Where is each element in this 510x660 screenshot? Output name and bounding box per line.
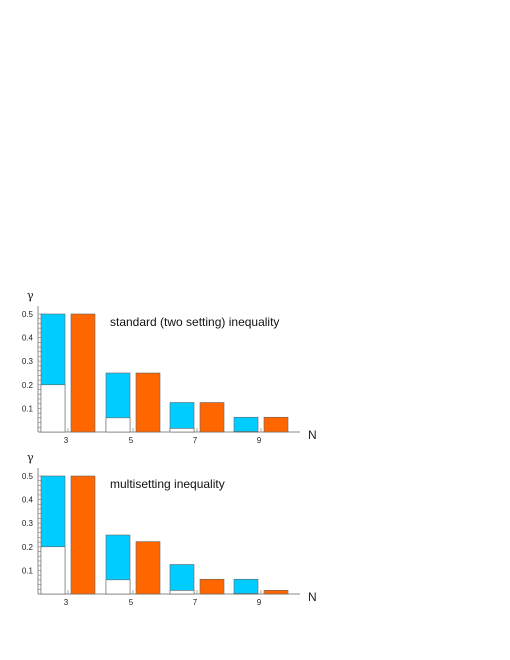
x-tick-label: 5: [129, 598, 134, 607]
x-tick-label: 9: [257, 598, 262, 607]
x-tick-label: 3: [64, 598, 69, 607]
x-tick-label: 3: [64, 436, 69, 445]
y-axis-label: γ: [27, 289, 34, 302]
bar-white: [169, 428, 195, 433]
y-tick-label: 0.2: [22, 381, 34, 390]
y-axis-label: γ: [27, 451, 34, 464]
panel-annotation: standard (two setting) inequality: [110, 315, 279, 329]
bar-white: [40, 546, 66, 595]
bar-blue: [169, 564, 195, 595]
bar-orange: [70, 475, 96, 595]
x-axis-label: N: [308, 428, 317, 442]
x-tick-label: 7: [193, 598, 198, 607]
bar-orange: [199, 402, 225, 433]
x-tick-label: 5: [129, 436, 134, 445]
bar-white: [40, 384, 66, 433]
y-tick-label: 0.5: [22, 472, 34, 481]
panel-annotation: multisetting inequality: [110, 477, 225, 491]
y-tick-label: 0.1: [22, 404, 34, 413]
x-tick-label: 7: [193, 436, 198, 445]
bar-orange: [70, 313, 96, 433]
bar-orange: [135, 372, 161, 433]
x-axis-label: N: [308, 590, 317, 604]
y-tick-label: 0.1: [22, 566, 34, 575]
bar-orange: [199, 578, 225, 595]
y-tick-label: 0.4: [22, 496, 34, 505]
bar-blue: [233, 578, 259, 595]
bar-orange: [263, 416, 289, 433]
bar-blue: [233, 416, 259, 433]
bar-white: [169, 590, 195, 595]
bar-orange: [263, 590, 289, 595]
bar-blue: [169, 402, 195, 433]
bar-white: [105, 417, 131, 433]
y-tick-label: 0.3: [22, 519, 34, 528]
y-tick-label: 0.4: [22, 334, 34, 343]
bar-white: [105, 579, 131, 595]
bar-orange: [135, 541, 161, 595]
y-tick-label: 0.3: [22, 357, 34, 366]
x-tick-label: 9: [257, 436, 262, 445]
y-tick-label: 0.5: [22, 310, 34, 319]
y-tick-label: 0.2: [22, 543, 34, 552]
